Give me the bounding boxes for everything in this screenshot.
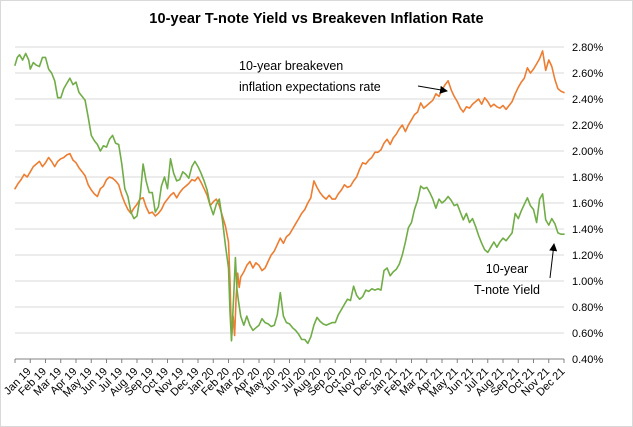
series-line-breakeven [14,50,565,341]
y-axis-tick-label: 0.40% [572,354,603,366]
annotation-tnote: 10-year T-note Yield [453,259,561,301]
grid-layer [14,46,565,363]
annotation-tnote-line1: 10-year [485,262,529,276]
annotation-breakeven-line2: inflation expectations rate [239,80,381,94]
chart-title: 10-year T-note Yield vs Breakeven Inflat… [149,11,484,27]
y-axis-tick-label: 1.80% [572,172,603,184]
y-axis-tick-label: 1.00% [572,276,603,288]
annotation-breakeven-line1: 10-year breakeven [239,59,344,73]
annotation-arrow-tnote [549,243,558,279]
y-axis-tick-label: 0.80% [572,302,603,314]
y-axis-tick-label: 2.80% [572,42,603,54]
series-line-tnote [14,52,565,345]
y-axis-tick-label: 1.40% [572,224,603,236]
y-axis-tick-label: 0.60% [572,328,603,340]
annotation-arrow-breakeven [417,85,448,94]
y-axis-tick-label: 2.60% [572,68,603,80]
y-axis-tick-label: 2.00% [572,146,603,158]
y-axis-tick-label: 1.20% [572,250,603,262]
y-axis-tick-label: 2.20% [572,120,603,132]
series-layer [14,50,565,345]
annotation-tnote-line2: T-note Yield [473,283,540,297]
y-axis-tick-label: 1.60% [572,198,603,210]
annotation-breakeven: 10-year breakeven inflation expectations… [239,56,381,98]
y-axis-tick-label: 2.40% [572,94,603,106]
